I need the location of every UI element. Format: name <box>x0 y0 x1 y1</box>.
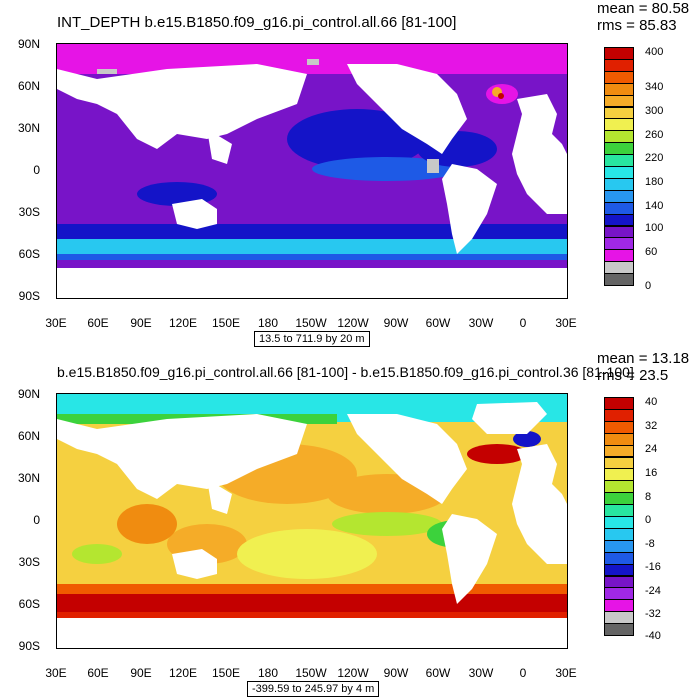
lat-label: 60S <box>18 247 40 261</box>
lon-label: 90W <box>383 666 409 680</box>
colorbar-label: 24 <box>645 443 658 455</box>
lon-label: 120W <box>337 666 369 680</box>
lon-label: 120W <box>337 316 369 330</box>
lon-label: 30E <box>555 666 577 680</box>
panel-title: INT_DEPTH b.e15.B1850.f09_g16.pi_control… <box>57 14 457 31</box>
lon-label: 0 <box>519 666 527 680</box>
mean-stat: mean = 80.58 <box>597 0 690 17</box>
lon-label: 180 <box>257 666 279 680</box>
lon-label: 30W <box>468 316 494 330</box>
lat-label: 60N <box>17 79 40 93</box>
colorbar-label: 8 <box>645 491 652 503</box>
lat-label: 60N <box>17 429 40 443</box>
colorbar-label: 0 <box>645 280 652 292</box>
colorbar-label: 60 <box>645 246 658 258</box>
colorbar <box>604 397 634 636</box>
mean-stat: mean = 13.18 <box>597 350 690 367</box>
int-depth-field <box>57 44 567 298</box>
lat-label: 90N <box>17 387 40 401</box>
colorbar-label: 260 <box>645 129 664 141</box>
colorbar-label: 0 <box>645 514 652 526</box>
lon-label: 60W <box>425 316 451 330</box>
colorbar <box>604 47 634 286</box>
colorbar-label: 180 <box>645 176 664 188</box>
colorbar-label: -16 <box>645 561 661 573</box>
lat-label: 30N <box>17 471 40 485</box>
lon-label: 60W <box>425 666 451 680</box>
rms-stat: rms = 23.5 <box>597 367 669 384</box>
lon-label: 180 <box>257 316 279 330</box>
lat-label: 30S <box>18 555 40 569</box>
colorbar-swatch <box>604 623 634 636</box>
lon-label: 0 <box>519 316 527 330</box>
lon-label: 30E <box>555 316 577 330</box>
world-map <box>56 43 568 299</box>
lon-label: 60E <box>87 666 109 680</box>
lon-label: 60E <box>87 316 109 330</box>
world-map <box>56 393 568 649</box>
contour-range-label: 13.5 to 711.9 by 20 m <box>254 331 370 347</box>
lon-label: 120E <box>168 666 198 680</box>
lon-label: 30E <box>45 666 67 680</box>
colorbar-swatch <box>604 273 634 286</box>
colorbar-label: -8 <box>645 538 655 550</box>
rms-stat: rms = 85.83 <box>597 17 677 34</box>
lat-label: 30S <box>18 205 40 219</box>
panel-title: b.e15.B1850.f09_g16.pi_control.all.66 [8… <box>57 364 634 380</box>
colorbar-label: -32 <box>645 608 661 620</box>
colorbar-label: 16 <box>645 467 658 479</box>
difference-field <box>57 394 567 648</box>
lon-label: 120E <box>168 316 198 330</box>
lat-label: 90N <box>17 37 40 51</box>
lon-label: 30E <box>45 316 67 330</box>
colorbar-label: 40 <box>645 396 658 408</box>
colorbar-label: -24 <box>645 585 661 597</box>
colorbar-label: 140 <box>645 200 664 212</box>
lon-label: 30W <box>468 666 494 680</box>
colorbar-label: -40 <box>645 630 661 642</box>
lon-label: 150W <box>295 316 327 330</box>
lat-label: 30N <box>17 121 40 135</box>
colorbar-label: 300 <box>645 105 664 117</box>
colorbar-label: 32 <box>645 420 658 432</box>
colorbar-label: 340 <box>645 81 664 93</box>
lat-label: 90S <box>18 289 40 303</box>
lat-label: 0 <box>33 163 40 177</box>
map-panel-int-depth: INT_DEPTH b.e15.B1850.f09_g16.pi_control… <box>17 0 690 347</box>
lon-label: 90E <box>130 666 152 680</box>
lon-label: 150E <box>211 666 241 680</box>
lat-label: 60S <box>18 597 40 611</box>
colorbar-label: 100 <box>645 222 664 234</box>
map-panel-difference: b.e15.B1850.f09_g16.pi_control.all.66 [8… <box>0 350 700 700</box>
colorbar-label: 220 <box>645 152 664 164</box>
lon-label: 150W <box>295 666 327 680</box>
lon-label: 90E <box>130 316 152 330</box>
contour-range-label: -399.59 to 245.97 by 4 m <box>247 681 380 697</box>
colorbar-label: 400 <box>645 46 664 58</box>
lon-label: 90W <box>383 316 409 330</box>
lat-label: 0 <box>33 513 40 527</box>
lat-label: 90S <box>18 639 40 653</box>
lon-label: 150E <box>211 316 241 330</box>
